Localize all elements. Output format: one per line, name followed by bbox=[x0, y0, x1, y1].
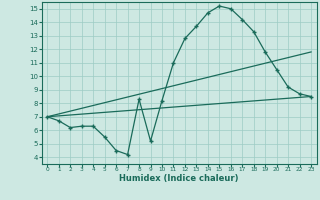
X-axis label: Humidex (Indice chaleur): Humidex (Indice chaleur) bbox=[119, 174, 239, 183]
